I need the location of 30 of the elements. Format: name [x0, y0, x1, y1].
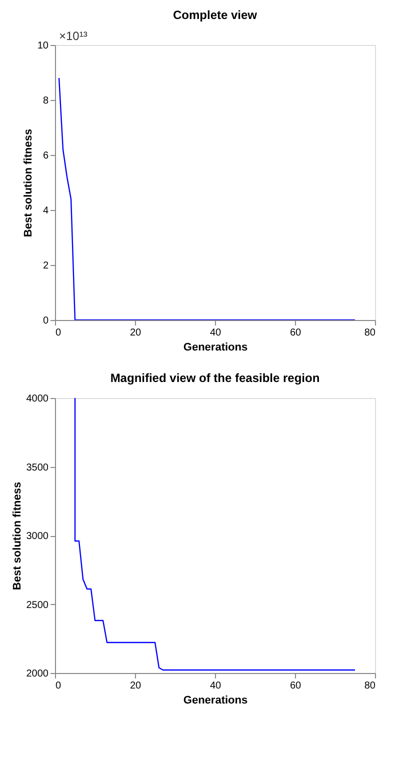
- y-tick-label: 8: [42, 96, 49, 106]
- chart-title: Complete view: [172, 8, 258, 22]
- y-tick-label: 4000: [26, 394, 49, 404]
- x-tick-label: 0: [56, 328, 62, 338]
- y-tick-label: 4: [42, 206, 49, 216]
- text: ×10¹³: [59, 29, 88, 43]
- y-tick-label: 2500: [26, 600, 49, 611]
- y-tick-label: 2: [42, 260, 49, 272]
- x-tick-label: 40: [210, 328, 222, 338]
- y-axis-title: Best solution fitness: [22, 128, 34, 238]
- x-tick-label: 60: [290, 328, 302, 338]
- x-tick-label: 60: [290, 680, 302, 692]
- line-series: [58, 77, 356, 320]
- x-tick-label: 0: [56, 680, 62, 692]
- line-series: [74, 398, 356, 671]
- x-tick-label: 40: [210, 680, 222, 692]
- x-axis-title: Generations: [183, 694, 248, 706]
- y-tick-label: 3000: [26, 531, 49, 542]
- y-tick-label: 2000: [26, 668, 49, 680]
- x-axis-title: Generations: [183, 342, 248, 354]
- y-tick-label: 10: [37, 40, 49, 52]
- x-tick-label: 80: [364, 680, 376, 692]
- chart-title: Magnified view of the feasible region: [110, 371, 320, 385]
- y-tick-label: 6: [42, 150, 49, 162]
- y-tick-label: 0: [42, 316, 49, 326]
- y-axis-title: Best solution fitness: [11, 482, 24, 590]
- x-tick-label: 20: [130, 680, 142, 692]
- x-tick-label: 20: [130, 328, 142, 338]
- y-tick-label: 3500: [26, 462, 49, 474]
- x-tick-label: 80: [364, 328, 376, 338]
